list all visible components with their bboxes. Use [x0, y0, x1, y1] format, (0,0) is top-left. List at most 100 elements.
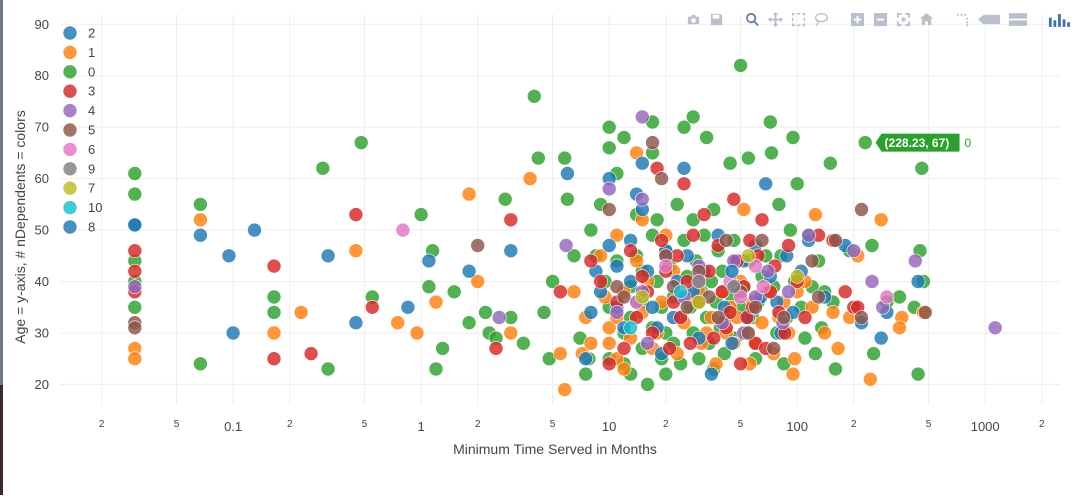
reset-axes-icon[interactable]	[917, 10, 935, 28]
pan-icon[interactable]	[766, 10, 784, 28]
data-point-series-5[interactable]	[748, 299, 763, 315]
data-point-series-0[interactable]	[762, 114, 778, 130]
data-point-series-5[interactable]	[854, 310, 869, 325]
data-point-series-0[interactable]	[741, 150, 756, 166]
data-point-series-0[interactable]	[530, 150, 546, 166]
plotly-logo-icon[interactable]	[1047, 10, 1071, 28]
data-point-series-0[interactable]	[822, 155, 838, 171]
data-point-series-3[interactable]	[266, 258, 282, 274]
data-point-series-3[interactable]	[593, 274, 608, 289]
data-point-series-1[interactable]	[808, 207, 823, 222]
data-point-series-2[interactable]	[645, 299, 660, 315]
data-point-series-0[interactable]	[545, 274, 560, 289]
data-point-series-3[interactable]	[696, 207, 712, 222]
data-point-series-0[interactable]	[857, 135, 873, 150]
data-point-series-0[interactable]	[771, 197, 787, 212]
data-point-series-5[interactable]	[601, 202, 617, 217]
data-point-series-6[interactable]	[658, 258, 674, 274]
data-point-series-1[interactable]	[266, 325, 282, 341]
data-point-series-4[interactable]	[864, 274, 880, 289]
data-point-series-3[interactable]	[348, 207, 364, 222]
data-point-series-3[interactable]	[623, 243, 638, 258]
data-point-series-2[interactable]	[247, 222, 262, 238]
data-point-series-2[interactable]	[503, 243, 519, 258]
data-point-series-0[interactable]	[421, 279, 437, 295]
data-point-series-0[interactable]	[914, 161, 930, 176]
data-point-series-2[interactable]	[634, 155, 650, 171]
data-point-series-4[interactable]	[907, 253, 923, 269]
data-point-series-0[interactable]	[828, 361, 843, 377]
data-point-series-5[interactable]	[804, 253, 820, 269]
data-point-series-0[interactable]	[478, 305, 493, 320]
data-point-series-7[interactable]	[634, 289, 650, 305]
data-point-series-2[interactable]	[221, 248, 237, 264]
data-point-series-3[interactable]	[364, 299, 380, 315]
data-point-series-1[interactable]	[817, 325, 832, 341]
data-point-series-5[interactable]	[609, 279, 625, 295]
data-point-series-0[interactable]	[866, 346, 881, 361]
data-point-series-6[interactable]	[748, 258, 763, 274]
data-point-series-2[interactable]	[560, 166, 575, 181]
save-icon[interactable]	[707, 10, 725, 28]
data-point-series-2[interactable]	[400, 299, 416, 315]
data-point-series-4[interactable]	[634, 109, 650, 125]
data-point-series-3[interactable]	[266, 351, 282, 367]
data-point-series-2[interactable]	[421, 253, 437, 269]
data-point-series-2[interactable]	[348, 315, 364, 331]
data-point-series-2[interactable]	[724, 335, 740, 351]
data-point-series-4[interactable]	[601, 181, 617, 197]
data-point-series-3[interactable]	[673, 310, 688, 325]
data-point-series-4[interactable]	[846, 243, 862, 258]
legend-item-2[interactable]: 2	[62, 26, 95, 41]
data-point-series-4[interactable]	[491, 310, 507, 325]
data-point-series-3[interactable]	[676, 176, 692, 192]
data-point-series-2[interactable]	[910, 274, 926, 289]
data-point-series-7[interactable]	[691, 294, 707, 310]
data-point-series-1[interactable]	[409, 325, 425, 341]
data-point-series-0[interactable]	[526, 89, 542, 104]
hover-compare-icon[interactable]	[1007, 10, 1029, 28]
data-point-series-1[interactable]	[583, 335, 599, 351]
data-point-series-3[interactable]	[488, 341, 504, 356]
data-point-series-10[interactable]	[623, 320, 638, 336]
data-point-series-4[interactable]	[609, 305, 625, 320]
data-point-series-4[interactable]	[127, 279, 143, 295]
data-point-series-3[interactable]	[654, 233, 669, 248]
lasso-icon[interactable]	[812, 10, 830, 28]
zoom-in-icon[interactable]	[848, 10, 866, 28]
data-point-series-2[interactable]	[583, 305, 599, 320]
data-point-series-0[interactable]	[578, 366, 594, 382]
data-point-series-5[interactable]	[616, 289, 632, 305]
data-point-series-2[interactable]	[320, 248, 336, 264]
data-point-series-0[interactable]	[910, 366, 926, 382]
data-point-series-0[interactable]	[808, 346, 823, 361]
data-point-series-1[interactable]	[873, 212, 889, 228]
data-point-series-3[interactable]	[552, 284, 568, 300]
data-point-series-1[interactable]	[461, 186, 477, 202]
data-point-series-1[interactable]	[601, 335, 617, 351]
data-point-series-0[interactable]	[353, 135, 369, 150]
data-point-series-2[interactable]	[609, 258, 625, 274]
data-point-series-0[interactable]	[320, 361, 336, 377]
data-point-series-2[interactable]	[873, 330, 889, 346]
data-point-series-0[interactable]	[266, 305, 282, 320]
data-point-series-2[interactable]	[193, 227, 208, 243]
data-point-series-3[interactable]	[303, 346, 319, 361]
data-point-series-3[interactable]	[127, 243, 143, 258]
data-point-series-4[interactable]	[781, 284, 796, 300]
data-point-series-3[interactable]	[503, 212, 519, 228]
zoom-icon[interactable]	[743, 10, 761, 28]
data-point-series-1[interactable]	[601, 320, 617, 336]
data-point-series-0[interactable]	[127, 186, 143, 202]
legend-item-7[interactable]: 7	[62, 181, 95, 196]
data-point-series-1[interactable]	[503, 325, 519, 341]
spike-lines-icon[interactable]	[953, 10, 971, 28]
data-point-series-8[interactable]	[724, 263, 740, 279]
data-point-series-0[interactable]	[892, 289, 907, 305]
data-point-series-5[interactable]	[766, 341, 782, 356]
data-point-series-5[interactable]	[127, 320, 143, 336]
data-point-series-1[interactable]	[609, 227, 625, 243]
data-point-series-5[interactable]	[710, 310, 726, 325]
data-point-series-2[interactable]	[676, 161, 692, 176]
data-point-series-3[interactable]	[781, 238, 796, 253]
